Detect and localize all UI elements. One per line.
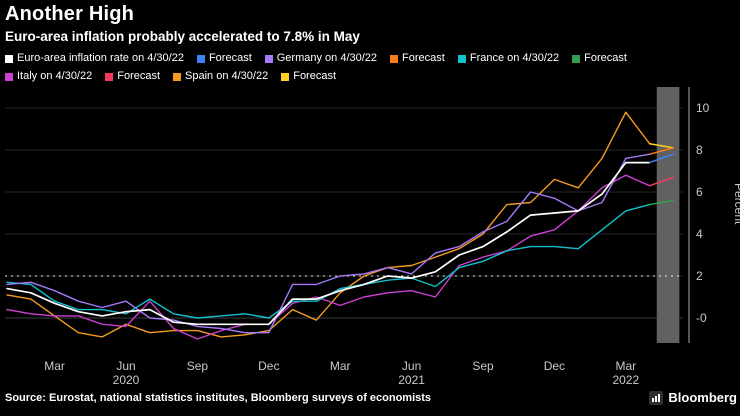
legend-label: Euro-area inflation rate on 4/30/22 — [17, 52, 184, 64]
legend-swatch — [281, 72, 290, 81]
x-year-label: 2021 — [398, 373, 425, 387]
x-tick-label: Jun — [402, 359, 421, 373]
legend-label: Forecast — [208, 52, 252, 64]
legend-item: Forecast — [390, 52, 445, 65]
series-line-spain — [6, 111, 651, 338]
y-tick-label: 4 — [696, 227, 703, 241]
forecast-line-france — [648, 199, 675, 206]
chart-subtitle: Euro-area inflation probably accelerated… — [5, 29, 360, 44]
bloomberg-logo-text: Bloomberg — [668, 390, 737, 405]
legend-item: Forecast — [196, 52, 252, 65]
x-tick-label: Dec — [258, 359, 279, 373]
forecast-line-italy — [648, 176, 675, 187]
legend-label: Forecast — [584, 52, 627, 64]
forecast-line-euro-area — [648, 153, 675, 164]
legend-swatch — [264, 54, 273, 63]
legend-swatch — [173, 72, 182, 81]
legend-label: France on 4/30/22 — [469, 52, 560, 64]
x-tick-label: Mar — [330, 359, 351, 373]
legend-label: Forecast — [402, 52, 445, 64]
chart-title: Another High — [5, 3, 135, 25]
source-note: Source: Eurostat, national statistics in… — [5, 391, 432, 404]
legend-item: Germany on 4/30/22 — [264, 52, 378, 65]
legend-item: Italy on 4/30/22 — [5, 70, 92, 83]
legend-item: Forecast — [105, 70, 160, 83]
x-tick-label: Dec — [544, 359, 565, 373]
inflation-line-chart: 10 8 6 4 2 -0 Percent Mar Jun Sep Dec Mar Jun Sep Dec M… — [5, 87, 740, 387]
y-tick-label: 8 — [696, 143, 703, 157]
chart-legend: Euro-area inflation rate on 4/30/22 Forec… — [5, 52, 710, 83]
series-line-italy — [6, 174, 651, 340]
x-tick-label: Mar — [44, 359, 65, 373]
legend-swatch — [196, 54, 205, 63]
bloomberg-logo: Bloomberg — [649, 390, 737, 405]
series-line-euro-area — [6, 161, 651, 326]
x-tick-label: Sep — [187, 359, 209, 373]
y-tick-label: -0 — [696, 311, 707, 325]
legend-swatch — [105, 72, 114, 81]
legend-label: Spain on 4/30/22 — [185, 70, 269, 82]
chart-footer: Source: Eurostat, national statistics in… — [5, 390, 740, 405]
x-year-label: 2020 — [113, 373, 140, 387]
x-tick-label: Mar — [615, 359, 636, 373]
legend-label: Italy on 4/30/22 — [17, 70, 93, 82]
legend-item: Euro-area inflation rate on 4/30/22 — [5, 52, 184, 65]
legend-swatch — [5, 72, 13, 81]
y-tick-label: 6 — [696, 185, 703, 199]
series-line-germany — [6, 153, 651, 334]
legend-item: France on 4/30/22 — [457, 52, 560, 65]
legend-swatch — [457, 54, 466, 63]
forecast-line-spain — [648, 142, 675, 149]
legend-swatch — [390, 54, 399, 63]
legend-label: Forecast — [293, 70, 337, 82]
legend-label: Germany on 4/30/22 — [276, 52, 378, 64]
legend-item: Spain on 4/30/22 — [173, 70, 268, 83]
y-tick-label: 2 — [696, 269, 703, 283]
legend-swatch — [572, 54, 581, 63]
legend-item: Forecast — [281, 70, 336, 83]
x-year-label: 2022 — [612, 373, 639, 387]
legend-label: Forecast — [117, 70, 161, 82]
x-tick-label: Sep — [472, 359, 494, 373]
y-axis-title: Percent — [732, 183, 740, 225]
forecast-line-germany — [648, 147, 675, 155]
forecast-band — [656, 87, 680, 343]
bloomberg-logo-icon — [649, 390, 664, 405]
y-tick-label: 10 — [696, 101, 710, 115]
legend-swatch — [5, 54, 13, 63]
x-tick-label: Jun — [116, 359, 135, 373]
legend-item: Forecast — [572, 52, 627, 65]
